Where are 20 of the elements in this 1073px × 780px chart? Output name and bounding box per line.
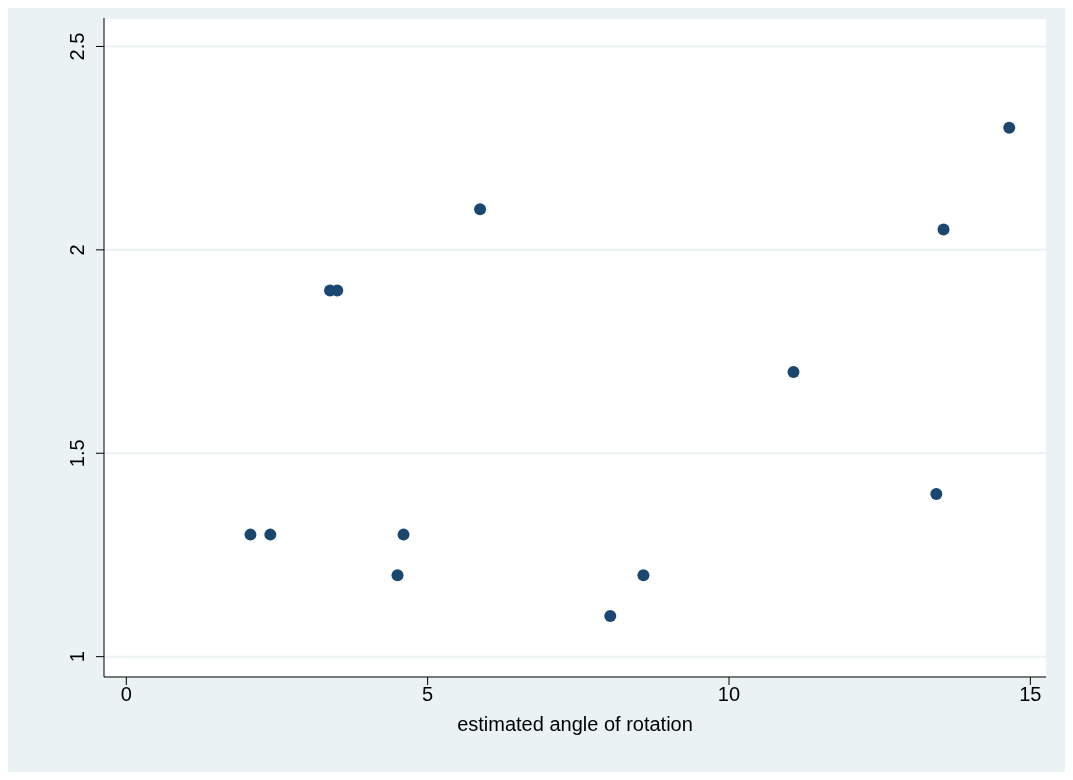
point <box>397 528 410 541</box>
point <box>937 223 950 236</box>
point <box>391 569 404 582</box>
y-tick-label: 2 <box>66 244 88 256</box>
point <box>244 528 257 541</box>
point <box>604 609 617 622</box>
x-axis-title: estimated angle of rotation <box>457 713 693 736</box>
point <box>637 569 650 582</box>
y-tick-label: 2.5 <box>66 32 88 61</box>
point <box>474 203 487 216</box>
point <box>930 487 943 500</box>
point <box>264 528 277 541</box>
x-tick-label: 10 <box>717 683 741 706</box>
y-tick-label: 1.5 <box>66 439 88 468</box>
point <box>1003 121 1016 134</box>
point <box>787 365 800 378</box>
x-tick-label: 0 <box>120 683 132 706</box>
x-tick-label: 5 <box>422 683 434 706</box>
y-tick-label: 1 <box>66 651 88 663</box>
x-tick-label: 15 <box>1019 683 1042 706</box>
